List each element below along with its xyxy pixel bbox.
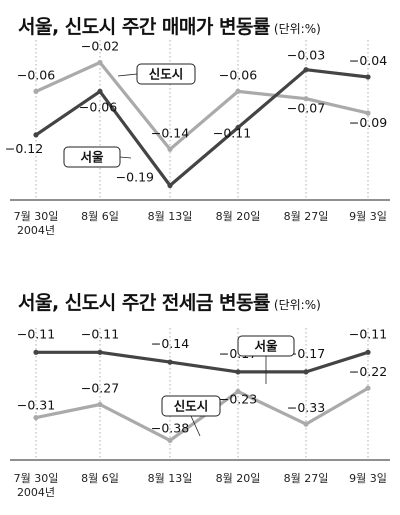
series-line-new-towns [34, 60, 370, 151]
legend-box [237, 335, 295, 357]
data-point [167, 146, 173, 152]
x-tick-sublabel: 2004년 [17, 224, 55, 237]
data-label: −0.27 [81, 381, 119, 396]
legend-box [161, 395, 221, 417]
data-point [235, 88, 241, 94]
x-tick-label: 8월 6일 [81, 209, 119, 223]
x-tick-label: 7월 30일 [14, 209, 59, 223]
data-label: −0.06 [219, 67, 257, 82]
plot-area [10, 328, 390, 460]
data-point [303, 67, 309, 73]
data-point [97, 349, 103, 355]
data-label: −0.11 [17, 326, 55, 341]
chart-title: 서울, 신도시 주간 매매가 변동률 (단위:%) [18, 16, 321, 38]
x-tick-label: 9월 3일 [349, 471, 387, 485]
data-label: −0.11 [349, 326, 387, 341]
sale-price-chart-panel: 서울, 신도시 주간 매매가 변동률 (단위:%) 7월 30일 2004년 8월 6… [0, 0, 400, 255]
data-point [303, 369, 309, 375]
data-label: −0.02 [81, 38, 119, 53]
data-label: −0.22 [349, 364, 387, 379]
x-tick-label: 9월 3일 [349, 209, 387, 223]
x-tick-label: 7월 30일 [14, 471, 59, 485]
plot-area [10, 40, 390, 200]
data-label: −0.14 [151, 125, 189, 140]
data-point [303, 96, 309, 102]
data-point [33, 88, 39, 94]
legend-label: 서울 [80, 150, 104, 165]
legend-label: 신도시 [174, 399, 209, 414]
data-label: −0.12 [5, 141, 43, 156]
x-tick-label: 8월 6일 [81, 471, 119, 485]
legend-label: 신도시 [149, 67, 184, 82]
data-point [97, 88, 103, 94]
unit-label: (단위:%) [273, 298, 321, 312]
data-point [365, 110, 371, 116]
data-label: −0.06 [79, 99, 117, 114]
legend-label: 서울 [254, 339, 278, 354]
data-label: −0.33 [287, 400, 325, 415]
data-label: −0.31 [17, 398, 55, 413]
x-tick-sublabel: 2004년 [17, 486, 55, 499]
data-label: −0.23 [219, 391, 257, 406]
data-point [97, 401, 103, 408]
unit-label: (단위:%) [273, 22, 321, 36]
data-label: −0.38 [151, 420, 189, 435]
data-label: −0.11 [213, 126, 251, 141]
data-label: −0.14 [151, 336, 189, 351]
x-tick-label: 8월 20일 [216, 471, 261, 485]
x-tick-label: 8월 27일 [284, 209, 329, 223]
data-point [167, 437, 173, 443]
legend-box [63, 146, 121, 168]
data-point [97, 59, 103, 66]
x-tick-label: 8월 13일 [148, 471, 193, 485]
data-point [33, 132, 39, 138]
data-point [303, 421, 309, 427]
series-line-seoul [34, 350, 370, 374]
data-point [365, 74, 371, 80]
data-point [167, 182, 173, 189]
chart-title: 서울, 신도시 주간 전세금 변동률 (단위:%) [18, 292, 321, 314]
x-tick-label: 8월 20일 [216, 209, 261, 223]
data-point [167, 359, 173, 365]
data-point [33, 415, 39, 421]
x-tick-label: 8월 27일 [284, 471, 329, 485]
data-point [235, 369, 241, 375]
data-label: −0.19 [116, 170, 154, 185]
legend-box [136, 63, 196, 85]
jeonse-chart-panel: 서울, 신도시 주간 전세금 변동률 (단위:%) 7월 30일 2004년 8월 6… [0, 258, 400, 515]
data-label: −0.04 [349, 53, 387, 68]
data-label: −0.11 [81, 326, 119, 341]
data-point [365, 385, 371, 391]
series-line-seoul [34, 68, 370, 188]
legend-leader-line [119, 156, 132, 159]
data-label: −0.09 [349, 115, 387, 130]
legend-leader-line [190, 415, 201, 437]
data-point [33, 349, 39, 355]
data-label: −0.03 [287, 48, 325, 63]
data-label: −0.07 [287, 101, 325, 116]
data-point [235, 125, 241, 131]
legend-leader-line [117, 73, 138, 77]
data-label: −0.17 [287, 346, 325, 361]
data-point [235, 388, 241, 395]
data-point [365, 349, 371, 355]
x-tick-label: 8월 13일 [148, 209, 193, 223]
data-label: −0.06 [17, 67, 55, 82]
